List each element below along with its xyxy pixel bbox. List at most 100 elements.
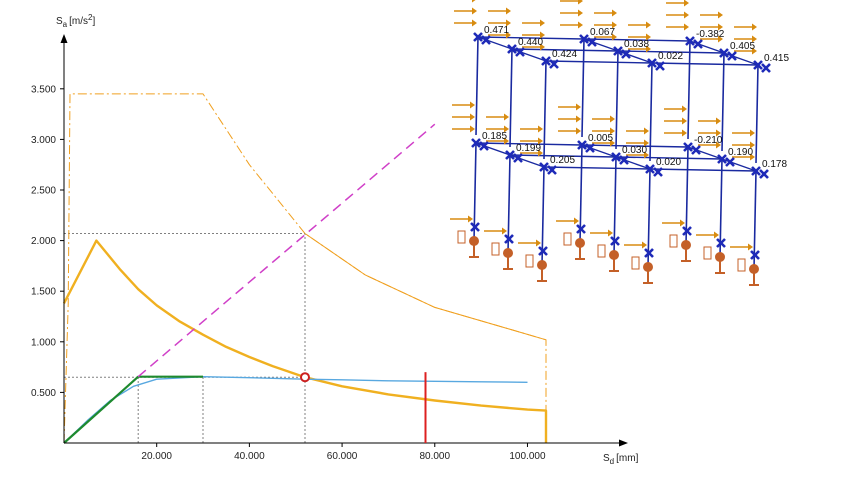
model-value-label-8: 0.415 xyxy=(764,53,789,64)
hinge-stroke-b xyxy=(613,46,623,56)
load-arrow-21 xyxy=(592,139,615,147)
hinge-stroke-b xyxy=(610,236,620,246)
hinge-stroke-b xyxy=(751,166,761,176)
plastic-hinge-icon-41 xyxy=(751,166,761,176)
hinge-stroke-b xyxy=(655,61,665,71)
load-arrow-55 xyxy=(522,31,545,39)
load-arrow-head xyxy=(536,239,541,247)
plastic-hinge-icon-31 xyxy=(539,162,549,172)
model-column-17 xyxy=(755,64,759,164)
plastic-hinge-icon-35 xyxy=(644,248,654,258)
hinge-stroke-b xyxy=(611,152,621,162)
hinge-stroke-b xyxy=(473,32,483,42)
model-value-label-1: 0.067 xyxy=(590,27,615,38)
hinge-stroke-b xyxy=(504,234,514,244)
load-arrow-9 xyxy=(452,125,475,133)
hinge-stroke-b xyxy=(653,167,663,177)
model-value-label-12: 0.199 xyxy=(516,143,541,154)
support-flag xyxy=(703,246,712,260)
y-tick-label-5: 3.000 xyxy=(31,135,56,146)
load-arrow-29 xyxy=(520,125,543,133)
plastic-hinge-icon-8 xyxy=(579,34,589,44)
support-flag xyxy=(669,234,678,248)
load-arrow-head xyxy=(504,113,509,121)
load-arrow-head xyxy=(716,129,721,137)
hinge-stroke-b xyxy=(471,138,481,148)
hinge-stroke-b xyxy=(759,169,769,179)
load-arrow-36 xyxy=(454,19,477,27)
support-joint xyxy=(575,238,585,248)
plastic-hinge-icon-19 xyxy=(515,47,525,57)
support-flag xyxy=(457,230,466,244)
plastic-hinge-icon-33 xyxy=(541,56,551,66)
hinge-stroke-b xyxy=(585,143,595,153)
plastic-hinge-icon-2 xyxy=(479,141,489,151)
load-arrow-head xyxy=(538,125,543,133)
load-arrow-56 xyxy=(522,19,545,27)
model-value-label-6: 0.424 xyxy=(552,49,577,60)
support-flag xyxy=(563,232,572,246)
load-arrow-14 xyxy=(558,103,581,111)
hinge-stroke-b xyxy=(547,165,557,175)
plastic-hinge-icon-5 xyxy=(576,224,586,234)
load-arrow-28 xyxy=(520,137,543,145)
plastic-hinge-icon-34 xyxy=(549,59,559,69)
load-arrow-1 xyxy=(556,217,579,225)
plastic-hinge-icon-30 xyxy=(538,246,548,256)
model-beam-34 xyxy=(545,60,653,64)
support-joint xyxy=(469,236,479,246)
load-arrow-46 xyxy=(488,19,511,27)
load-arrow-39 xyxy=(560,21,583,29)
plastic-hinge-icon-4 xyxy=(481,35,491,45)
load-arrow-head xyxy=(748,243,753,251)
model-beam-32 xyxy=(511,48,619,52)
plastic-hinge-icon-21 xyxy=(611,152,621,162)
model-value-label-5: 0.405 xyxy=(730,41,755,52)
load-arrow-17 xyxy=(664,105,687,113)
load-arrow-head xyxy=(470,113,475,121)
support-joint xyxy=(537,260,547,270)
hinge-stroke-b xyxy=(685,36,695,46)
load-arrow-head xyxy=(684,23,689,31)
load-arrow-34 xyxy=(732,141,755,149)
load-arrow-head xyxy=(646,21,651,29)
load-arrow-35 xyxy=(732,129,755,137)
plastic-hinge-icon-1 xyxy=(471,138,481,148)
model-column-9 xyxy=(615,50,619,150)
load-arrow-4 xyxy=(590,229,613,237)
series-elastic-spectrum-dashdot xyxy=(63,93,547,444)
x-tick-label-3: 80.000 xyxy=(419,451,450,462)
series-capacity-curve xyxy=(63,376,528,444)
hinge-stroke-b xyxy=(717,154,727,164)
y-tick-label-2: 1.500 xyxy=(31,287,56,298)
hinge-stroke-b xyxy=(753,60,763,70)
load-arrow-45 xyxy=(488,31,511,39)
hinge-stroke-b xyxy=(513,153,523,163)
hinge-stroke-b xyxy=(587,37,597,47)
support-joint xyxy=(503,248,513,258)
load-arrow-head xyxy=(578,0,583,5)
plastic-hinge-icon-14 xyxy=(693,39,703,49)
x-tick-label-2: 60.000 xyxy=(327,451,358,462)
load-arrow-53 xyxy=(700,11,723,19)
load-arrow-33 xyxy=(732,153,755,161)
plastic-hinge-icon-0 xyxy=(470,222,480,232)
load-arrow-51 xyxy=(700,35,723,43)
load-arrow-27 xyxy=(520,149,543,157)
y-tick-label-4: 2.500 xyxy=(31,186,56,197)
plastic-hinge-icon-16 xyxy=(505,150,515,160)
load-arrow-head xyxy=(612,9,617,17)
support-joint xyxy=(715,252,725,262)
support-2-2 xyxy=(737,258,759,286)
plastic-hinge-icon-22 xyxy=(619,155,629,165)
model-value-label-15: 0.205 xyxy=(550,155,575,166)
plastic-hinge-icon-6 xyxy=(577,140,587,150)
load-arrow-11 xyxy=(452,101,475,109)
y-tick-label-3: 2.000 xyxy=(31,236,56,247)
x-tick-label-4: 100.000 xyxy=(509,451,546,462)
plastic-hinge-icon-17 xyxy=(513,153,523,163)
load-arrow-head xyxy=(680,219,685,227)
plastic-hinge-icon-27 xyxy=(725,157,735,167)
plastic-hinge-icon-9 xyxy=(587,37,597,47)
